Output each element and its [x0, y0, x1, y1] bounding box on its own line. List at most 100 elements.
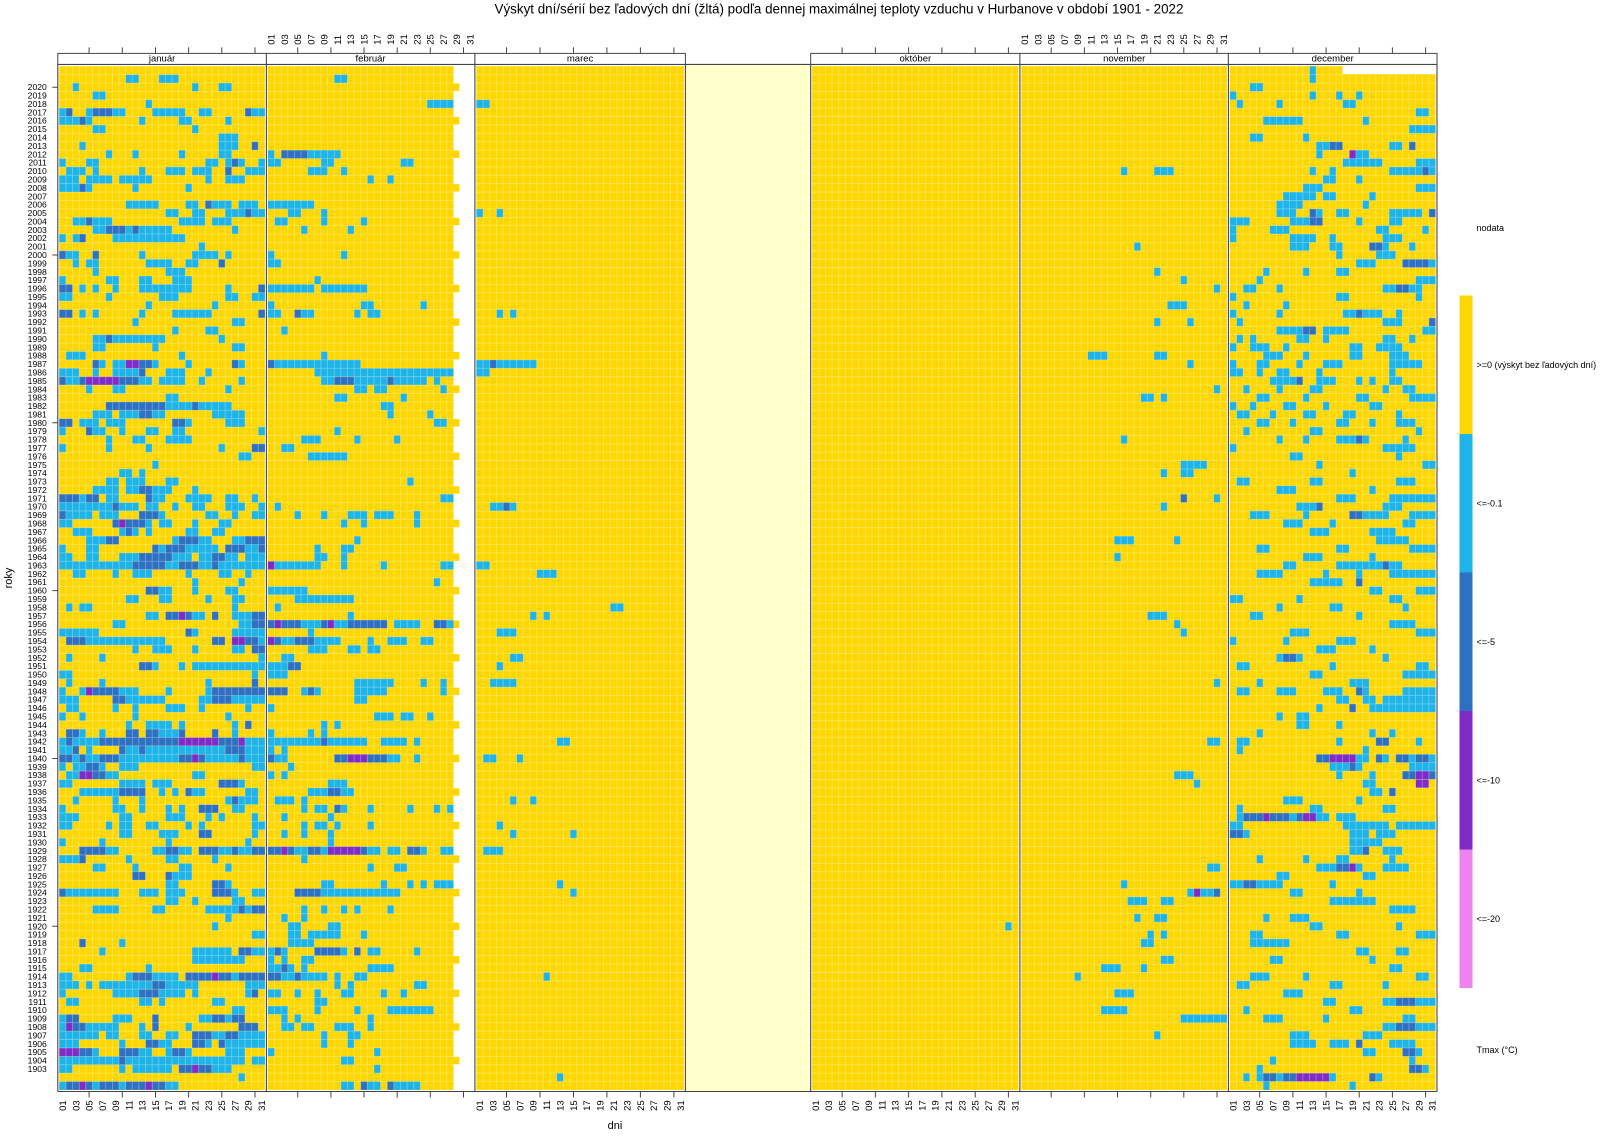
svg-text:09: 09	[320, 34, 331, 45]
svg-text:1966: 1966	[28, 535, 47, 545]
svg-text:1923: 1923	[28, 896, 47, 906]
svg-text:Výskyt dní/sérií bez ľadových: Výskyt dní/sérií bez ľadových dní (žltá)…	[495, 2, 1184, 17]
svg-text:2014: 2014	[28, 133, 47, 143]
svg-text:1939: 1939	[28, 762, 47, 772]
svg-text:2006: 2006	[28, 200, 47, 210]
svg-text:1937: 1937	[28, 779, 47, 789]
svg-text:1921: 1921	[28, 913, 47, 923]
svg-text:1910: 1910	[28, 1005, 47, 1015]
svg-text:23: 23	[957, 1100, 968, 1111]
svg-text:december: december	[1312, 54, 1354, 65]
svg-text:1971: 1971	[28, 493, 47, 503]
svg-text:15: 15	[1113, 34, 1124, 45]
svg-text:1927: 1927	[28, 863, 47, 873]
svg-text:17: 17	[373, 34, 384, 45]
svg-text:1930: 1930	[28, 837, 47, 847]
svg-text:október: október	[899, 54, 931, 65]
svg-text:január: január	[148, 54, 175, 65]
svg-text:1949: 1949	[28, 678, 47, 688]
svg-text:1919: 1919	[28, 930, 47, 940]
svg-text:1952: 1952	[28, 653, 47, 663]
svg-text:1964: 1964	[28, 552, 47, 562]
svg-text:november: november	[1103, 54, 1145, 65]
svg-text:03: 03	[280, 34, 291, 45]
svg-text:1922: 1922	[28, 905, 47, 915]
svg-text:1918: 1918	[28, 938, 47, 948]
svg-text:2015: 2015	[28, 124, 47, 134]
svg-text:1958: 1958	[28, 602, 47, 612]
svg-text:1916: 1916	[28, 955, 47, 965]
svg-text:1920: 1920	[28, 921, 47, 931]
svg-text:13: 13	[556, 1100, 567, 1111]
svg-text:25: 25	[971, 1100, 982, 1111]
svg-text:1903: 1903	[28, 1064, 47, 1074]
svg-text:1945: 1945	[28, 712, 47, 722]
svg-text:1950: 1950	[28, 670, 47, 680]
svg-text:1995: 1995	[28, 292, 47, 302]
svg-text:roky: roky	[3, 567, 15, 588]
svg-text:01: 01	[1020, 34, 1031, 45]
svg-text:1992: 1992	[28, 317, 47, 327]
svg-text:05: 05	[85, 1100, 96, 1111]
svg-text:03: 03	[1242, 1100, 1253, 1111]
svg-text:1999: 1999	[28, 258, 47, 268]
svg-text:17: 17	[1335, 1100, 1346, 1111]
svg-text:<=-5: <=-5	[1477, 637, 1496, 647]
svg-text:21: 21	[1361, 1100, 1372, 1111]
svg-text:<=-10: <=-10	[1477, 776, 1501, 786]
svg-text:13: 13	[1100, 34, 1111, 45]
svg-text:17: 17	[917, 1100, 928, 1111]
svg-text:1977: 1977	[28, 443, 47, 453]
svg-text:2012: 2012	[28, 149, 47, 159]
svg-text:2002: 2002	[28, 233, 47, 243]
svg-text:01: 01	[1229, 1100, 1240, 1111]
svg-text:1972: 1972	[28, 485, 47, 495]
svg-text:09: 09	[1282, 1100, 1293, 1111]
svg-text:1908: 1908	[28, 1022, 47, 1032]
svg-text:07: 07	[851, 1100, 862, 1111]
svg-text:1975: 1975	[28, 460, 47, 470]
svg-text:05: 05	[502, 1100, 513, 1111]
svg-text:11: 11	[1295, 1100, 1306, 1110]
svg-text:01: 01	[58, 1100, 69, 1111]
svg-text:11: 11	[1086, 35, 1097, 45]
svg-text:21: 21	[609, 1100, 620, 1111]
svg-text:11: 11	[877, 1100, 888, 1110]
svg-text:23: 23	[204, 1100, 215, 1111]
svg-text:17: 17	[164, 1100, 175, 1111]
svg-text:2013: 2013	[28, 141, 47, 151]
svg-text:2008: 2008	[28, 183, 47, 193]
svg-text:1989: 1989	[28, 342, 47, 352]
svg-text:2004: 2004	[28, 216, 47, 226]
svg-text:13: 13	[891, 1100, 902, 1111]
svg-text:19: 19	[931, 1100, 942, 1111]
svg-text:29: 29	[1206, 34, 1217, 45]
svg-text:2016: 2016	[28, 116, 47, 126]
svg-text:1965: 1965	[28, 544, 47, 554]
svg-text:1934: 1934	[28, 804, 47, 814]
svg-text:21: 21	[1153, 34, 1164, 45]
svg-text:1982: 1982	[28, 401, 47, 411]
svg-text:23: 23	[622, 1100, 633, 1111]
svg-text:29: 29	[663, 1100, 674, 1111]
svg-text:1947: 1947	[28, 695, 47, 705]
svg-text:1973: 1973	[28, 477, 47, 487]
svg-text:1984: 1984	[28, 384, 47, 394]
svg-text:1911: 1911	[28, 997, 47, 1007]
svg-text:29: 29	[997, 1100, 1008, 1111]
svg-text:13: 13	[138, 1100, 149, 1111]
svg-text:25: 25	[217, 1100, 228, 1111]
svg-text:01: 01	[811, 1100, 822, 1111]
svg-text:1959: 1959	[28, 594, 47, 604]
svg-text:1957: 1957	[28, 611, 47, 621]
svg-text:25: 25	[1388, 1100, 1399, 1111]
svg-text:február: február	[356, 54, 386, 65]
svg-text:01: 01	[475, 1100, 486, 1111]
svg-text:11: 11	[333, 35, 344, 45]
svg-text:03: 03	[824, 1100, 835, 1111]
svg-text:2011: 2011	[28, 158, 47, 168]
svg-text:17: 17	[582, 1100, 593, 1111]
svg-text:31: 31	[257, 1100, 268, 1111]
svg-text:1940: 1940	[28, 754, 47, 764]
svg-text:1962: 1962	[28, 569, 47, 579]
